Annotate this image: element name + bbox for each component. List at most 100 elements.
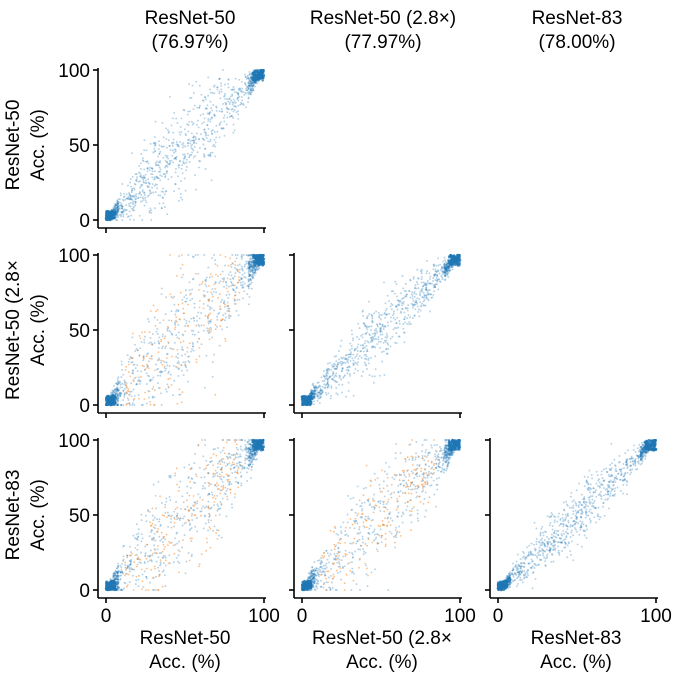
point (208, 331, 211, 334)
point (337, 361, 339, 364)
point (137, 196, 140, 199)
point-cross-model (130, 357, 133, 359)
point (317, 381, 320, 384)
point (193, 333, 196, 336)
point (131, 372, 134, 375)
point (206, 123, 209, 126)
point (241, 281, 244, 283)
point (164, 166, 167, 169)
point (175, 117, 178, 120)
point (374, 346, 377, 349)
point (135, 383, 138, 386)
point (146, 186, 149, 189)
point (226, 116, 229, 119)
point (362, 344, 365, 347)
point-cross-model (128, 393, 131, 396)
point (119, 201, 121, 204)
point (125, 193, 128, 196)
point (413, 290, 416, 293)
point (251, 269, 254, 272)
point (240, 96, 243, 98)
point (166, 352, 169, 355)
point (424, 304, 427, 307)
point (390, 302, 393, 305)
point (403, 311, 406, 314)
point (422, 281, 425, 284)
point (356, 350, 359, 352)
point (109, 393, 112, 396)
point (250, 80, 253, 83)
point (117, 203, 119, 206)
point-cluster (108, 210, 111, 214)
point (148, 169, 151, 172)
point-cross-model (180, 364, 183, 366)
point (217, 275, 219, 278)
point (254, 85, 257, 88)
point-cross-model (125, 403, 128, 406)
point (439, 268, 442, 271)
point (130, 207, 133, 210)
point (178, 131, 181, 134)
point (179, 133, 182, 136)
point-cross-model (171, 355, 174, 358)
point (249, 262, 252, 265)
point-cross-model (126, 397, 129, 400)
point (238, 279, 241, 282)
point (203, 254, 206, 256)
point (365, 326, 368, 329)
point (190, 120, 193, 123)
point (247, 101, 249, 104)
point (192, 139, 195, 142)
point-cluster (456, 264, 460, 267)
point (229, 95, 232, 98)
point (167, 157, 170, 160)
point (164, 154, 167, 157)
point (386, 294, 389, 297)
point (228, 101, 231, 104)
point (204, 98, 207, 101)
point-cross-model (179, 291, 182, 294)
point (228, 293, 231, 296)
point (131, 195, 134, 198)
point (208, 308, 211, 311)
point (182, 157, 185, 160)
point (228, 112, 231, 115)
row-label-3-unit: Acc. (%) (28, 479, 49, 551)
point (156, 368, 158, 371)
point-cross-model (225, 287, 228, 290)
point (165, 190, 168, 192)
point (181, 172, 184, 175)
point (247, 271, 250, 274)
point (146, 167, 149, 170)
point (144, 181, 147, 184)
point (330, 395, 332, 397)
point (213, 115, 216, 118)
point (146, 353, 149, 356)
point (151, 395, 154, 398)
point (321, 385, 324, 388)
point-cross-model (167, 386, 170, 388)
point (170, 310, 173, 313)
scatter-points (300, 253, 462, 407)
point (171, 333, 174, 336)
point (127, 184, 129, 187)
point (249, 88, 252, 90)
point (114, 206, 117, 209)
point (251, 276, 254, 279)
point (209, 151, 212, 154)
point (117, 200, 120, 203)
point (116, 208, 119, 211)
point (117, 198, 120, 201)
point (367, 326, 370, 328)
point (119, 192, 122, 195)
point (340, 378, 343, 381)
point (356, 369, 359, 372)
point (116, 200, 119, 203)
point (164, 313, 167, 315)
point-cross-model (201, 280, 204, 283)
point (247, 81, 250, 84)
point (212, 103, 215, 106)
point (135, 179, 137, 182)
point-cross-model (202, 324, 205, 327)
point-cross-model (226, 439, 229, 441)
